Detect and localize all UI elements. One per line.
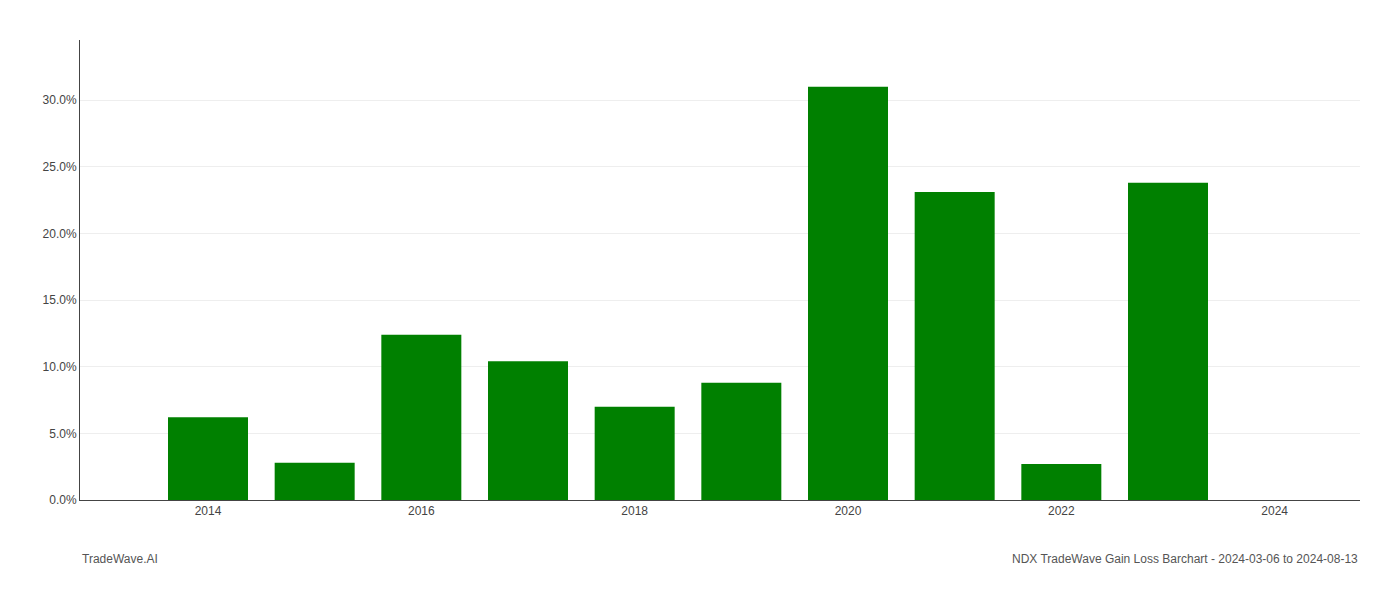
svg-text:30.0%: 30.0% <box>43 93 77 107</box>
svg-text:TradeWave.AI: TradeWave.AI <box>82 552 158 566</box>
svg-text:20.0%: 20.0% <box>43 227 77 241</box>
svg-text:2020: 2020 <box>835 504 862 518</box>
svg-text:2024: 2024 <box>1261 504 1288 518</box>
svg-text:2018: 2018 <box>621 504 648 518</box>
svg-text:25.0%: 25.0% <box>43 160 77 174</box>
svg-text:10.0%: 10.0% <box>43 360 77 374</box>
svg-text:0.0%: 0.0% <box>49 493 77 507</box>
svg-text:15.0%: 15.0% <box>43 293 77 307</box>
svg-text:NDX TradeWave Gain Loss Barcha: NDX TradeWave Gain Loss Barchart - 2024-… <box>1012 552 1358 566</box>
svg-text:2016: 2016 <box>408 504 435 518</box>
svg-text:2014: 2014 <box>195 504 222 518</box>
svg-text:5.0%: 5.0% <box>49 427 77 441</box>
svg-text:2022: 2022 <box>1048 504 1075 518</box>
